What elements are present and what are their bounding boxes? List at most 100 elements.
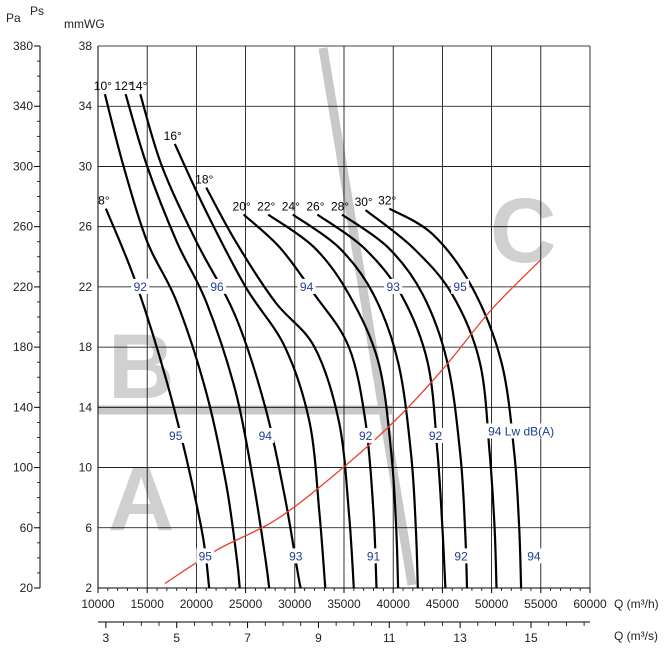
blade-curve-0	[104, 208, 211, 589]
m3h-tick-label: 15000	[131, 597, 165, 611]
blade-angle-label: 12°	[114, 79, 132, 93]
noise-curve	[164, 259, 542, 585]
blade-curve-6	[242, 213, 378, 589]
noise-level-label: 93	[387, 280, 401, 294]
zone-boundary-diagonal	[318, 47, 417, 586]
mmwg-tick-label: 14	[79, 400, 93, 414]
pa-tick-label: 380	[13, 39, 33, 53]
noise-level-label: 92	[134, 280, 148, 294]
mmwg-tick-label: 6	[85, 521, 92, 535]
zone-label-c: C	[490, 180, 556, 282]
noise-label-bg	[452, 548, 471, 564]
blade-curve-8	[292, 213, 419, 589]
labels-layer: 8° 10° 12°14° 16° 18° 20° 22° 24° 26° 28° 30° 32° 92…	[94, 79, 562, 564]
pa-tick-label: 220	[13, 280, 33, 294]
noise-level-label: 92	[359, 429, 373, 443]
blade-angle-label: 20°	[233, 200, 251, 214]
blade-curve-2	[124, 93, 271, 589]
noise-label-bg	[451, 278, 470, 294]
noise-level-label: 92	[429, 429, 443, 443]
ticks-layer: 38 380 34 340 30 300 2 6 260 22 220 18 180 14 140 10 100…	[13, 39, 607, 645]
noise-level-label: 94	[527, 549, 541, 563]
noise-label-bg	[131, 278, 150, 294]
m3h-tick-label: 10000	[81, 597, 115, 611]
noise-level-label: 95	[199, 549, 213, 563]
m3h-tick-label: 60000	[573, 597, 607, 611]
mmwg-tick-label: 18	[79, 340, 93, 354]
pa-tick-label: 20	[20, 581, 34, 595]
m3s-tick-label: 11	[383, 631, 396, 645]
m3s-tick-label: 5	[173, 631, 180, 645]
noise-label-bg	[208, 278, 227, 294]
noise-label-bg	[256, 427, 275, 443]
unit-label-mmwg: mmWG	[64, 17, 105, 31]
noise-level-label: 91	[367, 549, 381, 563]
unit-label-m3h: Q (m³/h)	[614, 597, 659, 611]
m3s-tick-label: 13	[453, 631, 467, 645]
pa-tick-label: 340	[13, 99, 33, 113]
mmwg-tick-label: 38	[79, 39, 93, 53]
m3h-tick-label: 25000	[229, 597, 263, 611]
noise-level-label: 92	[454, 549, 468, 563]
noise-label-bg	[196, 548, 215, 564]
grid-layer	[97, 45, 591, 589]
noise-level-label: 94	[300, 280, 314, 294]
noise-label-bg	[297, 278, 316, 294]
pa-tick-label: 100	[13, 461, 33, 475]
blade-angle-label: 8°	[98, 194, 110, 208]
pa-tick-label: 260	[13, 220, 33, 234]
curves-layer	[103, 93, 542, 589]
mmwg-tick-label: 34	[79, 99, 93, 113]
pa-tick-label: 60	[20, 521, 34, 535]
noise-label-bg	[384, 278, 403, 294]
blade-curve-7	[267, 213, 400, 589]
pa-tick-label: 140	[13, 400, 33, 414]
noise-label-bg	[166, 427, 185, 443]
blade-angle-label: 24°	[282, 200, 300, 214]
blade-angle-label: 26°	[306, 200, 324, 214]
noise-label-bg	[286, 548, 305, 564]
m3h-tick-label: 30000	[278, 597, 312, 611]
blade-curve-4	[173, 143, 327, 589]
m3s-tick-label: 15	[524, 631, 538, 645]
blade-angle-label: 10°	[94, 79, 112, 93]
noise-level-label: 94	[259, 429, 273, 443]
mmwg-tick-label: 30	[79, 159, 93, 173]
noise-label-bg	[364, 548, 383, 564]
noise-label-bg	[426, 427, 445, 443]
m3s-tick-label: 7	[244, 631, 251, 645]
blade-curve-5	[205, 186, 355, 589]
noise-label-bg	[480, 423, 562, 439]
noise-level-label: 93	[289, 549, 303, 563]
unit-label-m3s: Q (m³/s)	[614, 629, 658, 643]
mmwg-tick-label: 10	[79, 461, 93, 475]
mmwg-tick-label: 22	[79, 280, 93, 294]
mmwg-tick-label: 2	[85, 581, 92, 595]
noise-level-label: 95	[169, 429, 183, 443]
m3s-tick-label: 3	[103, 631, 110, 645]
blade-angle-label: 32°	[378, 194, 396, 208]
blade-angle-label: 14°	[129, 79, 147, 93]
unit-label-ps: Ps	[30, 4, 44, 18]
blade-curve-10	[341, 213, 469, 589]
noise-level-label: 94 Lw dB(A)	[488, 424, 554, 438]
pa-tick-label: 300	[13, 159, 33, 173]
blade-curve-9	[316, 213, 447, 589]
m3h-tick-label: 35000	[327, 597, 361, 611]
blade-angle-label: 30°	[355, 195, 373, 209]
zone-label-b: B	[108, 316, 174, 418]
blade-curve-12	[388, 207, 523, 589]
blade-angle-label: 16°	[164, 129, 182, 143]
m3h-tick-label: 45000	[426, 597, 460, 611]
m3s-tick-label: 9	[315, 631, 322, 645]
blade-angle-label: 18°	[195, 173, 213, 187]
pa-tick-label: 180	[13, 340, 33, 354]
zone-label-a: A	[108, 448, 174, 550]
blade-angle-label: 22°	[257, 200, 275, 214]
m3h-tick-label: 20000	[180, 597, 214, 611]
noise-level-label: 96	[210, 280, 224, 294]
noise-label-bg	[356, 427, 375, 443]
noise-level-label: 95	[453, 280, 467, 294]
noise-label-bg	[524, 548, 543, 564]
